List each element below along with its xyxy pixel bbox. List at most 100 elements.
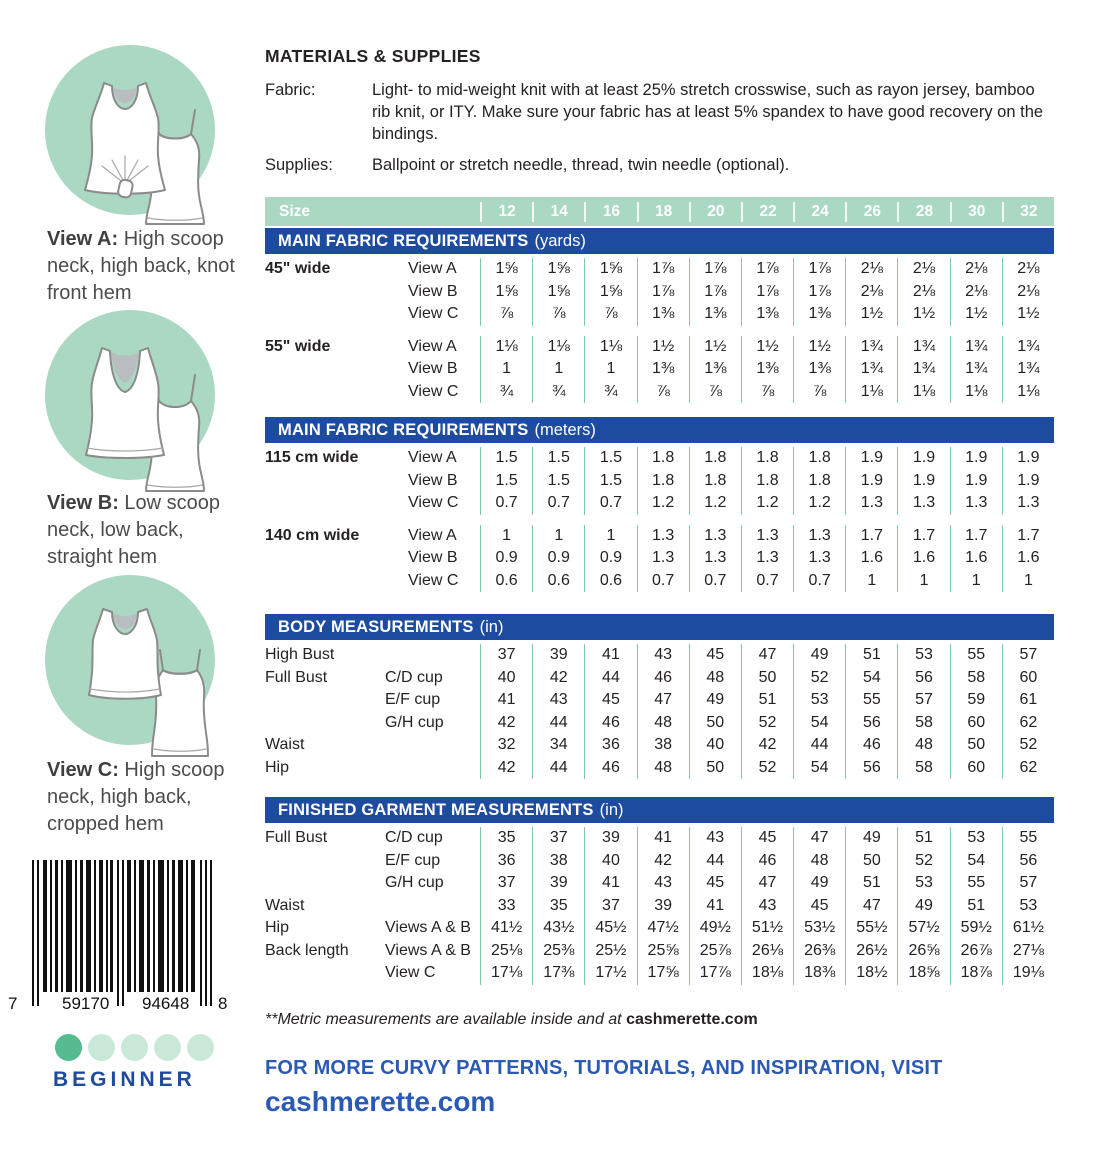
value-cell: 1.9 bbox=[845, 447, 897, 470]
row-label bbox=[265, 962, 385, 985]
value-cell: 58 bbox=[897, 756, 949, 779]
value-cell: 50 bbox=[688, 756, 741, 779]
row-sublabel: View C bbox=[408, 571, 459, 589]
size-column-header: 32 bbox=[1001, 201, 1054, 222]
value-cell: 1.6 bbox=[897, 547, 949, 570]
value-cell: 1.9 bbox=[949, 447, 1002, 470]
value-cell: 58 bbox=[949, 666, 1002, 689]
difficulty-dot-empty bbox=[154, 1034, 181, 1061]
cashmerette-link[interactable]: cashmerette.com bbox=[265, 1085, 496, 1117]
value-cell: 2⅛ bbox=[845, 258, 897, 281]
value-cell: 44 bbox=[532, 711, 584, 734]
value-cell: 47 bbox=[740, 644, 793, 667]
row-sublabel: C/D cup bbox=[385, 668, 443, 686]
value-cell: 1⅜ bbox=[636, 303, 689, 326]
value-cell: 39 bbox=[584, 827, 636, 850]
table-row: Waist 32 34 36 38 40 42 44 46 48 50 52 bbox=[265, 734, 1054, 757]
value-cell: 18⅞ bbox=[949, 962, 1002, 985]
value-cell: 1¾ bbox=[949, 358, 1002, 381]
value-cell: 57 bbox=[897, 689, 949, 712]
value-cell: 55½ bbox=[845, 917, 897, 940]
value-cell: 1.7 bbox=[1001, 524, 1054, 547]
value-cell: 1⅞ bbox=[740, 280, 793, 303]
value-cell: 38 bbox=[636, 734, 689, 757]
value-cell: 54 bbox=[949, 849, 1002, 872]
value-cell: 25⅛ bbox=[480, 939, 532, 962]
value-cell: 1.3 bbox=[1001, 492, 1054, 515]
barcode-digit-right: 8 bbox=[216, 994, 230, 1014]
value-cell: 0.7 bbox=[636, 569, 689, 592]
materials-title: MATERIALS & SUPPLIES bbox=[265, 46, 481, 66]
supplies-text: Ballpoint or stretch needle, thread, twi… bbox=[372, 156, 790, 174]
value-cell: 1½ bbox=[897, 303, 949, 326]
view-c-desc: High scoop neck, high back, cropped hem bbox=[47, 759, 225, 835]
row-sublabel: E/F cup bbox=[385, 691, 441, 708]
view-c-caption: View C: High scoop neck, high back, crop… bbox=[47, 757, 252, 838]
row-sublabel: G/H cup bbox=[385, 874, 444, 891]
value-cell: 59½ bbox=[949, 917, 1002, 940]
value-cell: 50 bbox=[688, 711, 741, 734]
value-cell: 2⅛ bbox=[949, 280, 1002, 303]
row-label bbox=[265, 872, 385, 895]
value-cell: 1⅞ bbox=[793, 258, 845, 281]
view-c-illustration bbox=[45, 575, 215, 757]
value-cell: 1 bbox=[532, 524, 584, 547]
size-column-header: 14 bbox=[532, 201, 584, 222]
value-cell: 1⅛ bbox=[897, 380, 949, 403]
value-cell: 57 bbox=[1001, 872, 1054, 895]
value-cell: 1.3 bbox=[897, 492, 949, 515]
metric-footnote: **Metric measurements are available insi… bbox=[265, 1011, 1054, 1029]
fabric-text: Light- to mid-weight knit with at least … bbox=[372, 81, 1044, 143]
value-cell: 1.5 bbox=[584, 469, 636, 492]
value-cell: 1½ bbox=[688, 335, 741, 358]
section-header-meters: MAIN FABRIC REQUIREMENTS (meters) bbox=[265, 417, 1054, 443]
value-cell: 17⅛ bbox=[480, 962, 532, 985]
value-cell: 1¾ bbox=[845, 358, 897, 381]
row-sublabel bbox=[385, 644, 480, 667]
row-sublabel: View C bbox=[408, 305, 459, 322]
value-cell: 46 bbox=[636, 666, 689, 689]
value-cell: 43 bbox=[636, 644, 689, 667]
row-label: 55" wide bbox=[265, 337, 331, 355]
value-cell: 62 bbox=[1001, 756, 1054, 779]
value-cell: 1.8 bbox=[740, 447, 793, 470]
table-row: Full Bust C/D cup 35 37 39 41 43 45 47 49 51 53 55 bbox=[265, 827, 1054, 850]
value-cell: 0.9 bbox=[584, 547, 636, 570]
size-column-header: 12 bbox=[480, 201, 532, 222]
row-sublabel: View B bbox=[408, 360, 458, 377]
value-cell: 27⅛ bbox=[1001, 939, 1054, 962]
value-cell: 18⅛ bbox=[740, 962, 793, 985]
value-cell: 41 bbox=[636, 827, 689, 850]
value-cell: 54 bbox=[793, 711, 845, 734]
value-cell: 1⅞ bbox=[636, 258, 689, 281]
value-cell: 1.3 bbox=[688, 524, 741, 547]
value-cell: 0.6 bbox=[584, 569, 636, 592]
row-label bbox=[265, 689, 385, 712]
row-label bbox=[265, 470, 385, 493]
value-cell: 1⅜ bbox=[688, 303, 741, 326]
value-cell: 1 bbox=[532, 358, 584, 381]
row-label bbox=[265, 547, 385, 570]
value-cell: 56 bbox=[845, 756, 897, 779]
value-cell: 51 bbox=[845, 644, 897, 667]
value-cell: 1½ bbox=[845, 303, 897, 326]
table-row: 140 cm wide View A 1 1 1 1.3 1.3 1.3 1.3 1.7 1.7 1.… bbox=[265, 524, 1054, 547]
size-column-header: 20 bbox=[688, 201, 741, 222]
value-cell: 51 bbox=[949, 894, 1002, 917]
value-cell: ⅞ bbox=[480, 303, 532, 326]
supplies-label: Supplies: bbox=[265, 156, 333, 174]
value-cell: 42 bbox=[636, 849, 689, 872]
section-unit: (in) bbox=[479, 617, 504, 636]
value-cell: 60 bbox=[1001, 666, 1054, 689]
value-cell: 51½ bbox=[740, 917, 793, 940]
size-column-header: 26 bbox=[845, 201, 897, 222]
row-label: 140 cm wide bbox=[265, 526, 360, 544]
row-sublabel: View C bbox=[408, 494, 459, 511]
value-cell: 43 bbox=[532, 689, 584, 712]
value-cell: 1⅜ bbox=[793, 303, 845, 326]
view-b-caption: View B: Low scoop neck, low back, straig… bbox=[47, 490, 252, 571]
value-cell: 42 bbox=[480, 756, 532, 779]
row-label: High Bust bbox=[265, 646, 335, 663]
value-cell: 18⅜ bbox=[793, 962, 845, 985]
